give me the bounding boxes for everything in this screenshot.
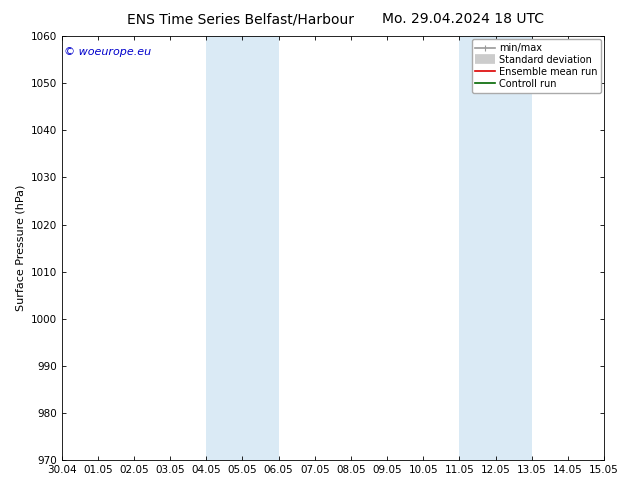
Legend: min/max, Standard deviation, Ensemble mean run, Controll run: min/max, Standard deviation, Ensemble me… (472, 39, 601, 93)
Text: Mo. 29.04.2024 18 UTC: Mo. 29.04.2024 18 UTC (382, 12, 544, 26)
Bar (460, 36, 532, 460)
Y-axis label: Surface Pressure (hPa): Surface Pressure (hPa) (15, 185, 25, 311)
Text: © woeurope.eu: © woeurope.eu (65, 47, 152, 57)
Text: ENS Time Series Belfast/Harbour: ENS Time Series Belfast/Harbour (127, 12, 354, 26)
Bar (206, 36, 279, 460)
